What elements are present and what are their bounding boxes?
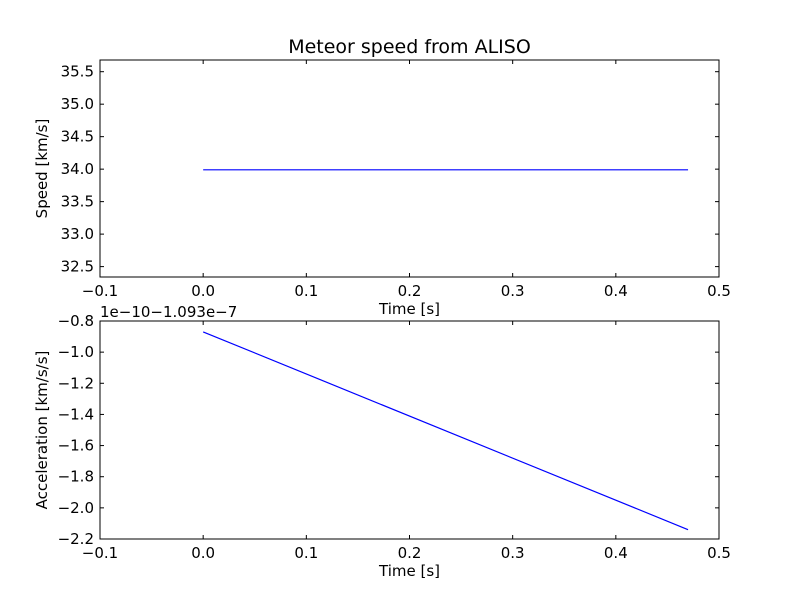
accel-ytick-label-0: −2.2 bbox=[58, 530, 94, 548]
accel-offset-label: 1e−10−1.093e−7 bbox=[100, 303, 237, 321]
speed-chart: −0.1 0.0 0.1 0.2 0.3 0.4 0.5 32.5 33.0 33.5 34.0 34… bbox=[33, 36, 731, 318]
speed-xtick-label-0: −0.1 bbox=[82, 282, 118, 300]
speed-xtick-label-4: 0.3 bbox=[501, 282, 525, 300]
speed-x-axis-label: Time [s] bbox=[378, 300, 440, 318]
accel-ytick-label-3: −1.6 bbox=[58, 437, 94, 455]
accel-xtick-label-2: 0.1 bbox=[294, 544, 318, 562]
accel-xtick-label-1: 0.0 bbox=[191, 544, 215, 562]
speed-xtick-label-6: 0.5 bbox=[707, 282, 731, 300]
accel-ytick-label-7: −0.8 bbox=[58, 312, 94, 330]
speed-xtick-label-5: 0.4 bbox=[604, 282, 628, 300]
speed-ytick-label-1: 33.0 bbox=[61, 225, 94, 243]
accel-y-axis-label: Acceleration [km/s/s] bbox=[33, 351, 51, 510]
accel-xtick-label-5: 0.4 bbox=[604, 544, 628, 562]
accel-series-line-0 bbox=[202, 331, 689, 531]
accel-xtick-label-0: −0.1 bbox=[82, 544, 118, 562]
speed-xtick-label-1: 0.0 bbox=[191, 282, 215, 300]
accel-x-axis-label: Time [s] bbox=[378, 562, 440, 580]
accel-chart: −0.1 0.0 0.1 0.2 0.3 0.4 0.5 −2.2 −2.0 −1.8 −1.6 −1… bbox=[33, 303, 731, 580]
speed-xtick-label-2: 0.1 bbox=[294, 282, 318, 300]
accel-axes-frame bbox=[99, 320, 720, 540]
speed-chart-title: Meteor speed from ALISO bbox=[288, 36, 531, 58]
accel-ytick-label-6: −1.0 bbox=[58, 343, 94, 361]
accel-ytick-label-1: −2.0 bbox=[58, 499, 94, 517]
speed-y-axis-label: Speed [km/s] bbox=[33, 119, 51, 219]
speed-axes-frame bbox=[99, 59, 720, 278]
speed-ytick-label-3: 34.0 bbox=[61, 160, 94, 178]
accel-ytick-label-5: −1.2 bbox=[58, 374, 94, 392]
speed-ytick-label-0: 32.5 bbox=[61, 258, 94, 276]
speed-ytick-label-4: 34.5 bbox=[61, 128, 94, 146]
accel-xtick-label-3: 0.2 bbox=[398, 544, 422, 562]
accel-ytick-label-2: −1.8 bbox=[58, 468, 94, 486]
speed-xtick-label-3: 0.2 bbox=[398, 282, 422, 300]
speed-ytick-label-6: 35.5 bbox=[61, 63, 94, 81]
accel-xtick-label-4: 0.3 bbox=[501, 544, 525, 562]
speed-ytick-label-5: 35.0 bbox=[61, 95, 94, 113]
accel-ytick-label-4: −1.4 bbox=[58, 405, 94, 423]
speed-ytick-label-2: 33.5 bbox=[61, 193, 94, 211]
accel-xtick-label-6: 0.5 bbox=[707, 544, 731, 562]
